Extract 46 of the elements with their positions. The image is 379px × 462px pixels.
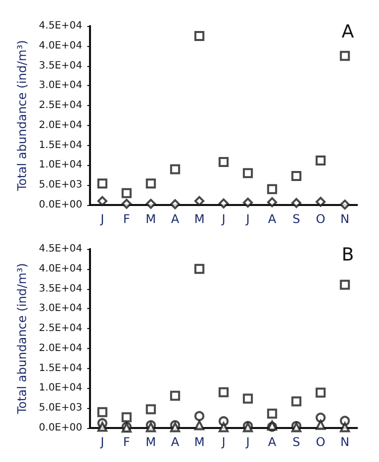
x-tick-label: F [123, 435, 130, 449]
y-tick-label: 5.0E+03 [38, 402, 82, 414]
y-tick-label: 1.5E+04 [38, 140, 82, 151]
x-tick-label: J [245, 435, 250, 449]
x-tick-label: A [268, 212, 278, 226]
x-tick-label: A [171, 435, 180, 449]
y-tick-label: 3.0E+04 [38, 80, 82, 92]
x-tick-label: S [292, 435, 300, 449]
x-tick-label: N [340, 435, 350, 449]
x-tick-label: A [268, 435, 278, 449]
x-tick-label: O [316, 212, 326, 226]
x-tick-label: M [194, 435, 205, 449]
y-tick-label: 1.0E+04 [38, 382, 82, 394]
y-tick-label: 2.5E+04 [38, 323, 82, 334]
chart-title: B [342, 244, 354, 266]
x-tick-label: O [316, 435, 326, 449]
y-axis-title: Total abundance (ind/m³) [15, 40, 29, 192]
y-tick-label: 2.5E+04 [38, 100, 82, 112]
x-tick-label: J [245, 212, 250, 226]
y-tick-label: 3.0E+04 [38, 303, 82, 314]
y-tick-label: 0.0E+00 [38, 200, 82, 210]
y-tick-label: 4.5E+04 [38, 20, 82, 32]
x-tick-label: J [220, 435, 226, 449]
y-tick-label: 3.5E+04 [38, 60, 82, 72]
x-tick-label: F [123, 212, 130, 226]
y-tick-label: 4.0E+04 [38, 263, 82, 274]
x-tick-label: A [171, 212, 180, 226]
y-tick-label: 4.5E+04 [38, 244, 82, 254]
y-tick-label: 3.5E+04 [38, 283, 82, 294]
x-tick-label: J [100, 435, 104, 449]
y-axis-title: Total abundance (ind/m³) [15, 263, 29, 415]
y-tick-label: 0.0E+00 [38, 422, 82, 434]
x-tick-label: M [146, 212, 156, 226]
y-tick-label: 1.5E+04 [38, 362, 82, 374]
x-tick-label: J [100, 212, 104, 226]
x-tick-label: M [146, 435, 156, 449]
x-tick-label: J [220, 212, 226, 226]
y-tick-label: 2.0E+04 [38, 342, 82, 354]
y-tick-label: 2.0E+04 [38, 120, 82, 131]
chart-title: A [342, 22, 355, 42]
y-tick-label: 1.0E+04 [38, 160, 82, 171]
x-tick-label: M [194, 212, 205, 226]
y-tick-label: 5.0E+03 [38, 180, 82, 191]
x-tick-label: N [340, 212, 350, 226]
x-tick-label: S [292, 212, 300, 226]
y-tick-label: 4.0E+04 [38, 40, 82, 52]
